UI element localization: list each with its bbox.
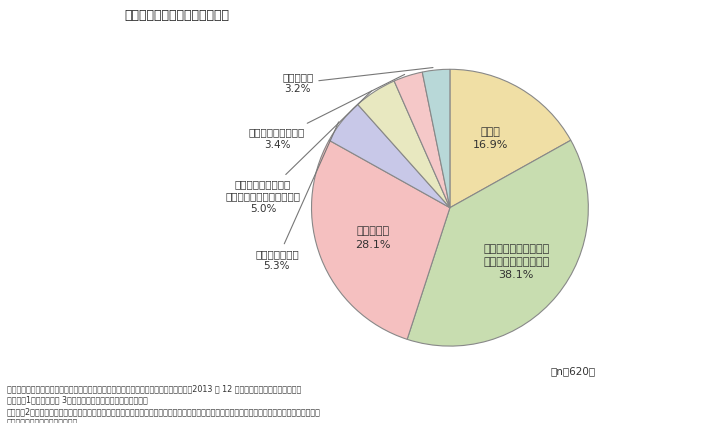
- Text: （注）　1．回答割合が 3％以下の回答を「その他」に含めた。: （注） 1．回答割合が 3％以下の回答を「その他」に含めた。: [7, 396, 148, 404]
- Text: 2．「経営者の高齢化、健康問題」及び「体力・気力の問題」と回答した割合の合計を、「経営者の高齢化、健康（体力・気力）の問題」: 2．「経営者の高齢化、健康問題」及び「体力・気力の問題」と回答した割合の合計を、…: [7, 407, 321, 416]
- Text: その他
16.9%: その他 16.9%: [473, 127, 508, 150]
- Text: 第 3-3-29 図: 第 3-3-29 図: [26, 10, 83, 20]
- Text: 廃業の可能性を感じたきっかけ: 廃業の可能性を感じたきっかけ: [124, 9, 229, 22]
- Text: 事業承継の問題
5.3%: 事業承継の問題 5.3%: [255, 122, 339, 272]
- Wedge shape: [450, 69, 571, 208]
- Wedge shape: [358, 81, 450, 208]
- Wedge shape: [329, 104, 450, 208]
- Wedge shape: [311, 140, 450, 339]
- Wedge shape: [394, 72, 450, 208]
- Text: （n＝620）: （n＝620）: [550, 366, 595, 376]
- Text: として表示している。: として表示している。: [7, 418, 78, 423]
- Text: 経営者の家族の問題
（介護、高齢化、教育等）
5.0%: 経営者の家族の問題 （介護、高齢化、教育等） 5.0%: [226, 91, 372, 214]
- Text: 経営者の高齢化、健康
（体力・気力）の問題
38.1%: 経営者の高齢化、健康 （体力・気力）の問題 38.1%: [483, 244, 549, 280]
- Text: 販売先、顧客の減少
3.4%: 販売先、顧客の減少 3.4%: [249, 74, 405, 150]
- Text: 利益の減少
3.2%: 利益の減少 3.2%: [282, 68, 433, 94]
- Wedge shape: [423, 69, 450, 208]
- Text: 売上の減少
28.1%: 売上の減少 28.1%: [355, 226, 390, 250]
- Wedge shape: [407, 140, 588, 346]
- Text: 資料：中小企業庁委託「中小企業者・小規模企業者の廃業に関するアンケート調査」（2013 年 12 月、（株）帝国データバンク）: 資料：中小企業庁委託「中小企業者・小規模企業者の廃業に関するアンケート調査」（2…: [7, 384, 302, 393]
